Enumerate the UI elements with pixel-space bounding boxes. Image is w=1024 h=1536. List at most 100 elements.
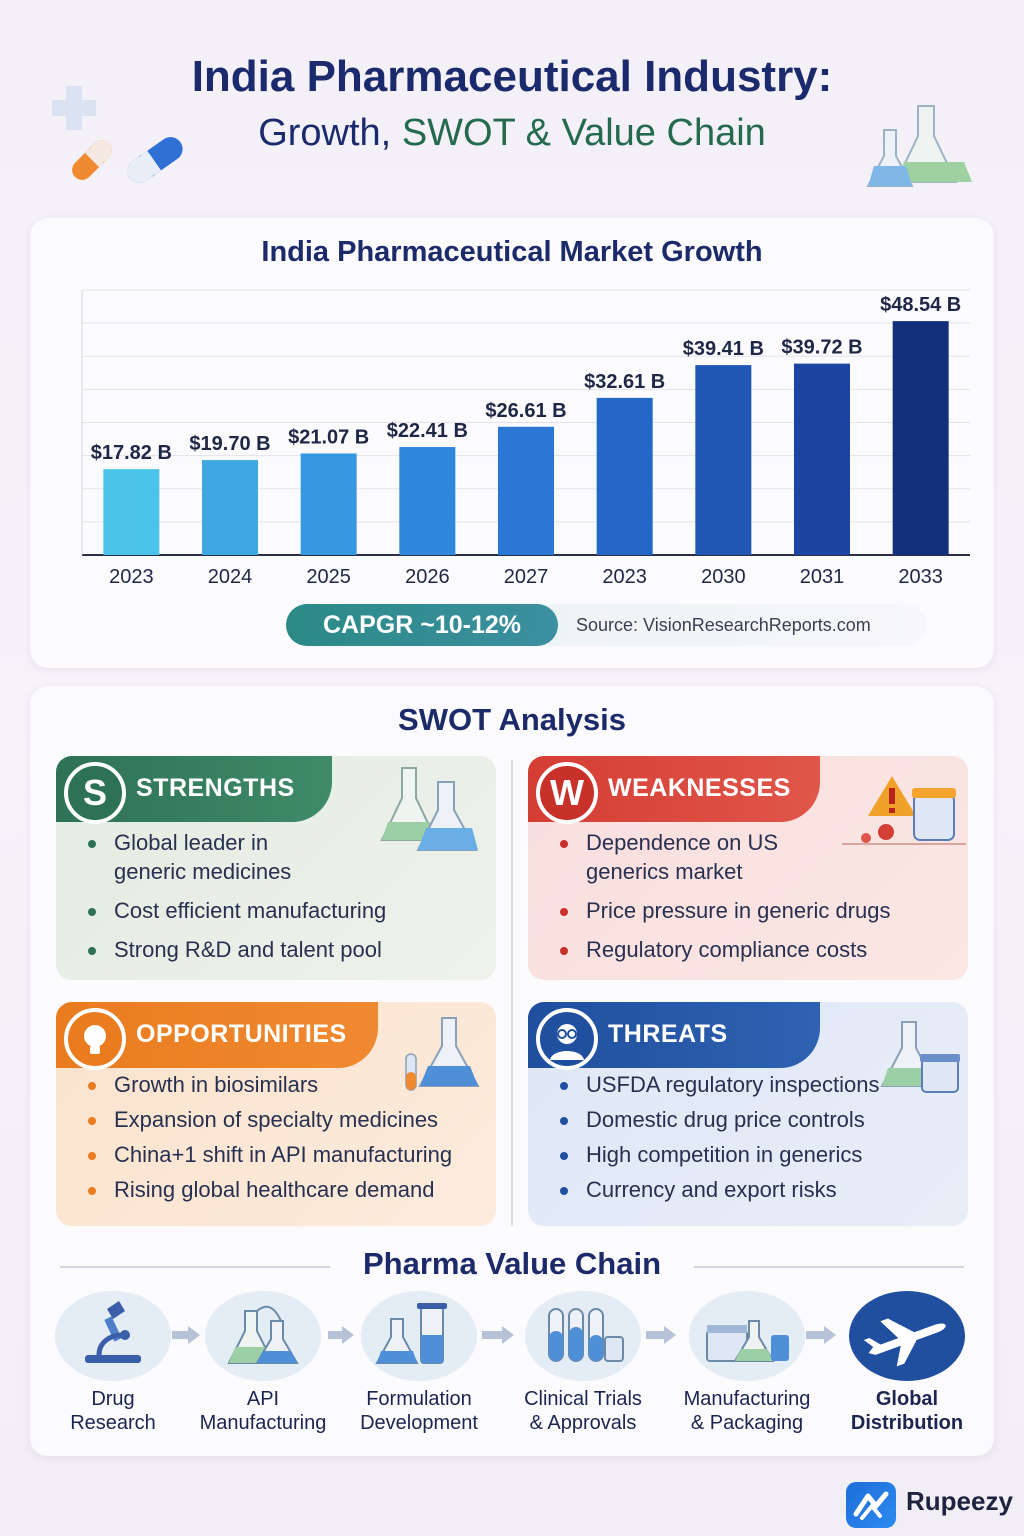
- opportunities-panel: OPPORTUNITIES Growth in biosimilars Expa…: [56, 1002, 496, 1226]
- arrow-tail: [172, 1331, 190, 1339]
- lab-flask-icon: [880, 1021, 960, 1093]
- data-label: $17.82 B: [91, 442, 172, 464]
- inspector-icon: [536, 1008, 598, 1070]
- swot-divider: [511, 760, 513, 1226]
- x-tick-label: 2031: [800, 566, 845, 588]
- arrow-right-icon: [824, 1326, 836, 1344]
- arrow-tail: [482, 1331, 504, 1339]
- weaknesses-label: WEAKNESSES: [608, 774, 791, 802]
- arrow-tail: [806, 1331, 826, 1339]
- flasks-icon: [205, 1291, 321, 1381]
- arrow-tail: [646, 1331, 666, 1339]
- x-tick-label: 2030: [701, 566, 746, 588]
- bar-2023: [103, 469, 160, 555]
- weaknesses-list: Dependence on US generics market Price p…: [560, 828, 890, 974]
- list-item: Expansion of specialty medicines: [88, 1105, 452, 1134]
- warning-medicine-icon: [842, 776, 966, 845]
- step-api-manufacturing: API Manufacturing: [188, 1291, 338, 1435]
- opportunities-label: OPPORTUNITIES: [136, 1020, 347, 1048]
- list-item: Strong R&D and talent pool: [88, 935, 386, 964]
- test-tubes-icon: [525, 1291, 641, 1381]
- value-chain-title: Pharma Value Chain: [362, 1246, 662, 1281]
- list-item: Price pressure in generic drugs: [560, 896, 890, 925]
- x-tick-label: 2023: [602, 566, 647, 588]
- bar-2024: [202, 460, 258, 555]
- weaknesses-letter-icon: W: [536, 762, 598, 824]
- step-formulation-development: Formulation Development: [344, 1291, 494, 1435]
- market-growth-card: India Pharmaceutical Market Growth $17.8…: [30, 218, 994, 668]
- data-label: $39.41 B: [683, 338, 764, 360]
- beakers-icon: [361, 1291, 477, 1381]
- step-line1: Manufacturing: [683, 1388, 811, 1410]
- threats-panel: THREATS USFDA regulatory inspections Dom…: [528, 1002, 968, 1226]
- packaging-icon: [689, 1291, 805, 1381]
- step-label: Drug Research: [38, 1387, 188, 1435]
- step-line1: Clinical Trials: [524, 1388, 642, 1410]
- brand-name: Rupeezy: [906, 1486, 1013, 1516]
- page-title: India Pharmaceutical Industry:: [191, 52, 833, 101]
- list-item: Currency and export risks: [560, 1175, 879, 1204]
- rupeezy-logo-icon: [846, 1482, 896, 1528]
- strengths-label: STRENGTHS: [136, 774, 295, 802]
- cagr-badge: CAPGR ~10-12%: [286, 604, 558, 646]
- data-label: $19.70 B: [189, 433, 270, 455]
- data-label: $32.61 B: [584, 371, 665, 393]
- lab-equipment-icon: [405, 1017, 480, 1091]
- step-global-distribution: Global Distribution: [832, 1291, 982, 1435]
- step-label: Formulation Development: [344, 1387, 494, 1435]
- bar-2030: [695, 365, 752, 555]
- header: India Pharmaceutical Industry: Growth, S…: [0, 0, 1024, 200]
- threats-label: THREATS: [608, 1020, 728, 1048]
- list-item: High competition in generics: [560, 1140, 879, 1169]
- market-growth-chart: $17.82 B 2023 $19.70 B 2024 $21.07 B 2025 $22.…: [81, 289, 970, 588]
- step-line1: Global: [875, 1388, 939, 1410]
- data-label: $22.41 B: [387, 420, 468, 442]
- divider-line: [694, 1266, 964, 1268]
- step-label: Global Distribution: [832, 1387, 982, 1435]
- step-drug-research: Drug Research: [38, 1291, 188, 1435]
- list-item: Cost efficient manufacturing: [88, 896, 386, 925]
- arrow-right-icon: [502, 1326, 514, 1344]
- arrow-right-icon: [342, 1326, 354, 1344]
- step-line1: API: [246, 1388, 280, 1410]
- source-text: Source: VisionResearchReports.com: [576, 615, 871, 635]
- step-line2: & Packaging: [690, 1412, 804, 1434]
- list-item: Dependence on US generics market: [560, 828, 800, 886]
- step-label: API Manufacturing: [188, 1387, 338, 1435]
- list-item: China+1 shift in API manufacturing: [88, 1140, 452, 1169]
- list-item: Global leader in generic medicines: [88, 828, 318, 886]
- strengths-list: Global leader in generic medicines Cost …: [88, 828, 386, 974]
- lightbulb-icon: [64, 1008, 126, 1070]
- swot-card: SWOT Analysis S STRENGTHS Global leader …: [30, 686, 994, 1456]
- step-line2: & Approvals: [529, 1412, 637, 1434]
- step-line2: Distribution: [850, 1412, 964, 1434]
- capsule-icon: [127, 137, 183, 183]
- x-tick-label: 2024: [208, 566, 253, 588]
- data-label: $26.61 B: [485, 400, 566, 422]
- x-tick-label: 2025: [306, 566, 351, 588]
- step-manufacturing-packaging: Manufacturing & Packaging: [672, 1291, 822, 1435]
- page-subtitle: Growth, SWOT & Value Chain: [0, 112, 1024, 155]
- x-tick-label: 2033: [898, 566, 943, 588]
- bar-2027: [498, 426, 554, 555]
- step-clinical-trials: Clinical Trials & Approvals: [508, 1291, 658, 1435]
- step-line2: Development: [360, 1412, 478, 1434]
- bar-2026: [399, 447, 456, 555]
- list-item: Domestic drug price controls: [560, 1105, 879, 1134]
- arrow-tail: [328, 1331, 344, 1339]
- step-label: Clinical Trials & Approvals: [508, 1387, 658, 1435]
- x-tick-label: 2023: [109, 566, 154, 588]
- bar-2023: [596, 397, 653, 555]
- lab-flask-icon: [380, 767, 478, 851]
- chart-title: India Pharmaceutical Market Growth: [261, 236, 763, 268]
- step-line1: Formulation: [366, 1388, 472, 1410]
- medical-cross-icon: [52, 86, 96, 130]
- subtitle-part-swot: SWOT & Value Chain: [401, 112, 766, 154]
- arrow-right-icon: [188, 1326, 200, 1344]
- bar-2033: [892, 321, 949, 555]
- list-item: Growth in biosimilars: [88, 1070, 452, 1099]
- list-item: USFDA regulatory inspections: [560, 1070, 879, 1099]
- x-tick-label: 2026: [405, 566, 450, 588]
- x-tick-label: 2027: [504, 566, 549, 588]
- step-label: Manufacturing & Packaging: [672, 1387, 822, 1435]
